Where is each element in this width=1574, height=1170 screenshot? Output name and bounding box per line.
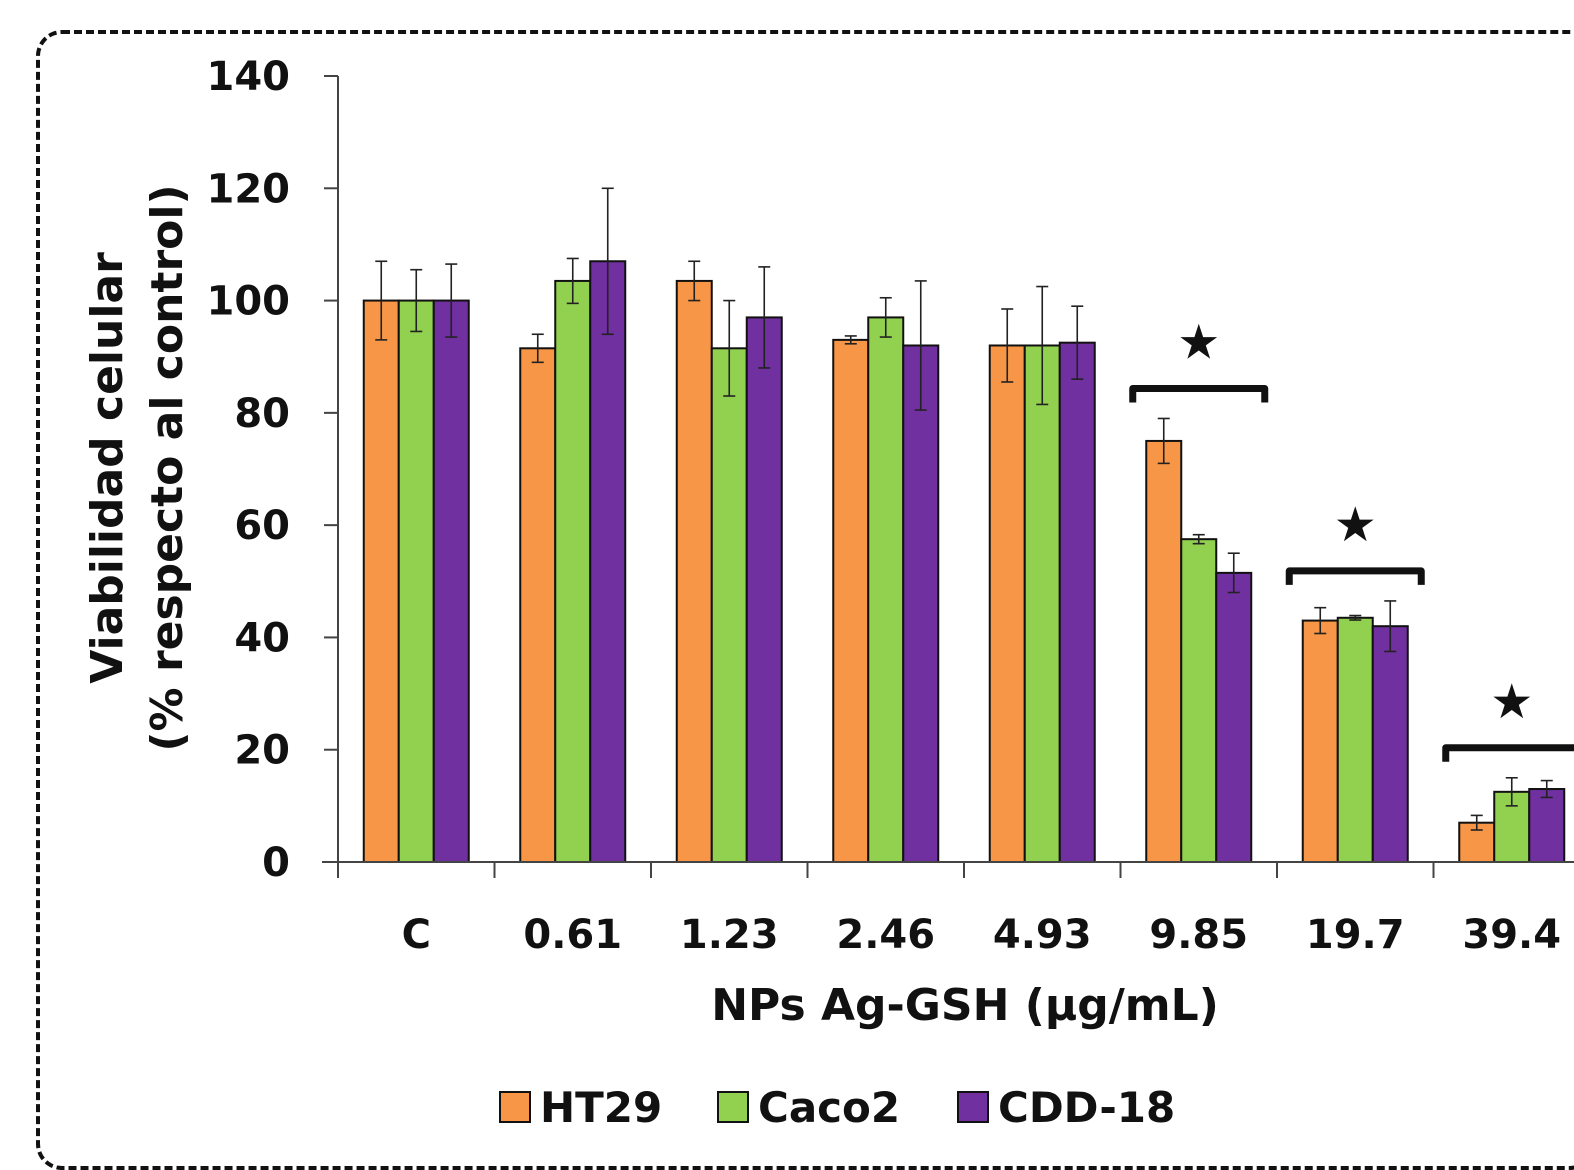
bar-chart: ★ ★ ★ 0 20 40 60 80 100 120 140 C 0.61 1.23 2.46 4.93… [82,54,1574,1132]
bar-ht29-2.46 [832,338,870,864]
legend-swatch-caco2 [717,1091,749,1123]
error-bar-cdd-18-19.7 [1384,600,1397,653]
error-bar-cdd-18-0.61 [601,187,614,336]
y-tick-label: 140 [207,54,291,100]
y-axis-title-line2: (% respecto al control) [142,184,193,751]
x-tick-label: 2.46 [836,912,935,958]
bar-ht29-19.7 [1301,619,1339,863]
bar-caco2-C [397,299,435,864]
y-tick-label: 80 [234,391,290,437]
x-tick-label: 0.61 [523,912,622,958]
y-axis-title-line1: Viabilidad celular [82,252,133,684]
error-bar-cdd-18-1.23 [758,266,771,369]
bar-ht29-9.85 [1145,439,1183,863]
error-bar-caco2-2.46 [879,296,892,338]
y-tick-label: 40 [234,615,290,661]
bar-ht29-4.93 [988,344,1026,863]
x-tick-label: C [402,912,431,958]
error-bar-ht29-1.23 [688,260,701,302]
error-bar-caco2-39.4 [1505,776,1518,807]
significance-star: ★ [1490,674,1533,730]
legend-swatch-ht29 [499,1091,531,1123]
error-bars-layer [375,187,1553,831]
bar-caco2-19.7 [1336,616,1374,863]
y-tick-label: 20 [234,728,290,774]
bar-cdd-18-1.23 [745,316,783,863]
legend-swatch-cdd-18 [957,1091,989,1123]
x-tick-label: 1.23 [680,912,779,958]
bar-caco2-4.93 [1023,344,1061,863]
significance-bracket [1129,384,1269,403]
x-tick-label: 39.4 [1462,912,1561,958]
bar-cdd-18-0.61 [589,260,627,863]
error-bar-ht29-C [375,260,388,341]
significance-bracket [1442,744,1574,762]
y-tick-label: 60 [234,503,290,549]
significance-star: ★ [1177,314,1220,370]
error-bar-ht29-19.7 [1314,606,1327,635]
legend-label-cdd-18: CDD-18 [998,1083,1175,1132]
y-tick-label: 0 [262,840,290,886]
bar-ht29-1.23 [675,279,713,863]
significance-bracket [1285,567,1425,585]
bar-cdd-18-2.46 [902,344,940,863]
error-bar-ht29-39.4 [1470,814,1483,831]
y-tick-label: 120 [207,166,291,212]
error-bar-cdd-18-39.4 [1540,779,1553,799]
error-bar-caco2-19.7 [1349,614,1362,621]
bar-cdd-18-39.4 [1528,788,1566,863]
error-bar-caco2-C [410,268,423,333]
error-bar-cdd-18-C [445,263,458,338]
error-bar-caco2-1.23 [723,299,736,397]
x-axis-title: NPs Ag-GSH (μg/mL) [711,980,1219,1031]
legend-label-ht29: HT29 [540,1083,662,1132]
error-bar-cdd-18-2.46 [914,280,927,411]
x-tick-label: 19.7 [1306,912,1405,958]
x-tick-label: 4.93 [993,912,1092,958]
bar-caco2-0.61 [554,279,592,863]
significance-star: ★ [1334,497,1377,553]
error-bar-ht29-4.93 [1001,308,1014,383]
error-bar-ht29-0.61 [531,333,544,364]
bar-cdd-18-4.93 [1058,341,1096,863]
x-tick-label: 9.85 [1149,912,1248,958]
bar-cdd-18-C [432,299,470,864]
y-tick-label: 100 [207,279,291,325]
error-bar-caco2-9.85 [1192,533,1205,545]
y-ticks: 0 20 40 60 80 100 120 140 [207,54,338,886]
error-bar-ht29-9.85 [1157,417,1170,465]
bar-ht29-0.61 [519,347,557,863]
bar-cdd-18-19.7 [1371,625,1409,864]
x-ticks: C 0.61 1.23 2.46 4.93 9.85 19.7 39.4 [337,862,1561,958]
error-bar-ht29-2.46 [844,335,857,345]
error-bar-caco2-4.93 [1036,285,1049,406]
bar-caco2-9.85 [1180,538,1218,864]
bars-layer [362,260,1566,864]
significance-layer: ★ ★ ★ [1129,314,1574,762]
error-bar-caco2-0.61 [566,257,579,305]
error-bar-cdd-18-9.85 [1227,552,1240,594]
bar-caco2-1.23 [710,347,748,863]
legend-label-caco2: Caco2 [758,1083,900,1132]
bar-caco2-2.46 [867,316,905,863]
bar-ht29-C [362,299,400,864]
legend: HT29 Caco2 CDD-18 [499,1083,1175,1132]
error-bar-cdd-18-4.93 [1071,305,1084,380]
bar-cdd-18-9.85 [1215,571,1253,863]
